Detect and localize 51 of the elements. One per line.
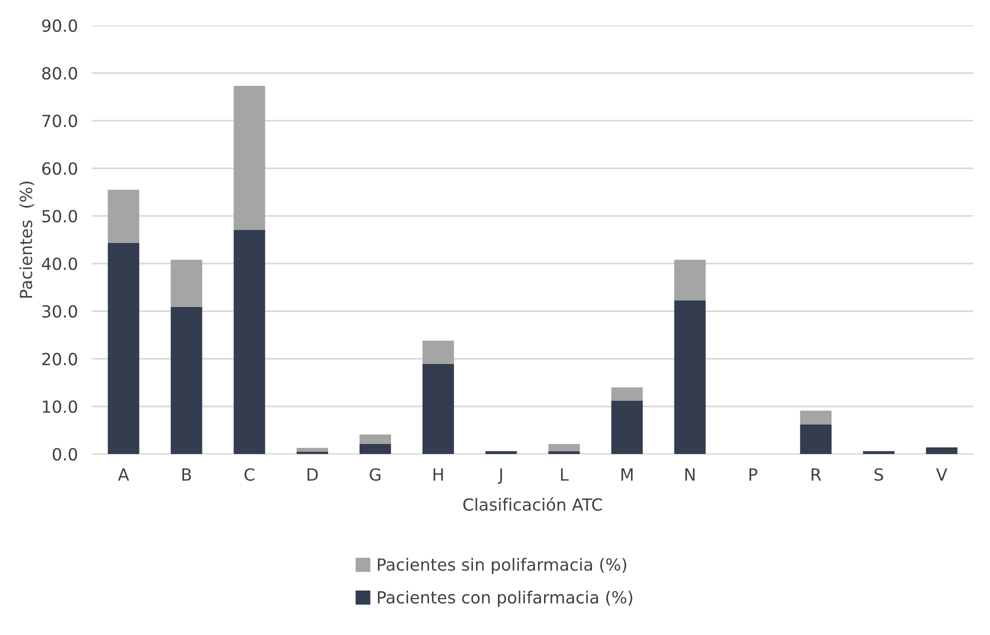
x-tick-label: C bbox=[244, 468, 254, 481]
bar bbox=[108, 190, 140, 244]
bar bbox=[674, 260, 706, 300]
bar bbox=[611, 400, 643, 454]
y-tick-label: 0.0 bbox=[52, 448, 78, 461]
bar bbox=[296, 452, 328, 454]
bar bbox=[360, 444, 392, 454]
x-tick-label: P bbox=[750, 468, 758, 481]
bar bbox=[800, 424, 832, 454]
bar bbox=[422, 364, 454, 454]
y-tick-label: 70.0 bbox=[42, 114, 78, 128]
y-tick-label: 80.0 bbox=[42, 66, 78, 80]
x-tick-label: R bbox=[812, 468, 822, 481]
bar bbox=[674, 300, 706, 454]
x-tick-label: D bbox=[308, 468, 318, 481]
x-tick-label: N bbox=[685, 468, 695, 481]
bar bbox=[108, 243, 140, 454]
y-tick-label: 10.0 bbox=[42, 400, 78, 413]
legend-label: Pacientes con polifarmacia (%) bbox=[378, 590, 632, 607]
x-tick-label: G bbox=[370, 468, 380, 481]
y-tick-label: 90.0 bbox=[42, 19, 78, 32]
x-tick-label: L bbox=[561, 468, 569, 481]
x-tick-label: A bbox=[118, 468, 130, 481]
x-axis-title: Clasificación ATC bbox=[463, 497, 602, 511]
x-tick-label: B bbox=[182, 468, 192, 481]
legend-label: Pacientes sin polifarmacia (%) bbox=[378, 558, 626, 574]
bar bbox=[800, 410, 832, 424]
bar bbox=[485, 451, 517, 454]
y-tick-label: 40.0 bbox=[42, 257, 78, 270]
y-tick-label: 60.0 bbox=[42, 162, 78, 175]
bar bbox=[296, 448, 328, 452]
bar bbox=[548, 451, 580, 454]
bar bbox=[234, 86, 266, 230]
y-tick-label: 50.0 bbox=[42, 210, 78, 222]
bar bbox=[926, 447, 958, 454]
x-tick-label: J bbox=[498, 468, 502, 484]
bar bbox=[548, 444, 580, 452]
x-tick-label: M bbox=[621, 468, 633, 481]
bar bbox=[170, 306, 202, 454]
x-tick-label: V bbox=[936, 468, 948, 481]
bar bbox=[863, 451, 894, 454]
bar bbox=[611, 387, 643, 401]
x-tick-label: H bbox=[434, 468, 443, 481]
y-axis-title: Pacientes (%) bbox=[19, 182, 34, 298]
y-tick-label: 30.0 bbox=[42, 305, 78, 318]
bar bbox=[422, 340, 454, 364]
bar bbox=[170, 260, 202, 307]
x-tick-label: S bbox=[874, 468, 884, 481]
bar bbox=[234, 230, 266, 454]
y-tick-label: 20.0 bbox=[42, 352, 78, 366]
bar bbox=[360, 434, 392, 444]
